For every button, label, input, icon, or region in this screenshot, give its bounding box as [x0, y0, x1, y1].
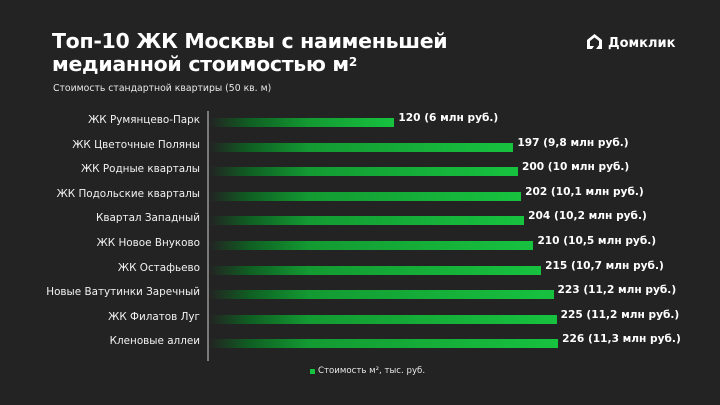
legend-swatch [310, 368, 315, 374]
bar-row: ЖК Подольские кварталы 202 (10,1 млн руб.… [0, 185, 720, 210]
legend-label: Стоимость м², тыс. руб. [318, 366, 426, 376]
bar-row: Кленовые аллеи 226 (11,3 млн руб.) [0, 332, 720, 357]
bar-label: ЖК Румянцево-Парк [88, 114, 200, 126]
bar-label: ЖК Филатов Луг [108, 310, 200, 323]
bar-row: ЖК Румянцево-Парк 120 (6 млн руб.) [0, 111, 720, 136]
bar-value-label: 120 (6 млн руб.) [398, 112, 499, 124]
bar-label: Квартал Западный [96, 212, 200, 225]
bar-value-label: 204 (10,2 млн руб.) [528, 210, 647, 223]
y-axis-line [207, 111, 209, 361]
bar [209, 314, 557, 324]
logo: Домклик [586, 33, 675, 54]
bar-row: Новые Ватутинки Заречный 223 (11,2 млн ру… [0, 283, 720, 308]
bar-label: Новые Ватутинки Заречный [46, 286, 200, 299]
bar [209, 216, 525, 226]
bar-label: ЖК Новое Внуково [96, 237, 200, 249]
bar-value-label: 197 (9,8 млн руб.) [517, 136, 629, 149]
bar-value-label: 223 (11,2 млн руб.) [557, 284, 677, 297]
bar-label: Кленовые аллеи [109, 335, 200, 348]
bar-row: ЖК Новое Внуково 210 (10,5 млн руб.) [0, 234, 720, 259]
bar-row: Квартал Западный 204 (10,2 млн руб.) [0, 209, 720, 234]
bar-row: ЖК Остафьево 215 (10,7 млн руб.) [0, 259, 720, 284]
bar-value-label: 202 (10,1 млн руб.) [525, 185, 644, 198]
bar [209, 241, 534, 250]
bar-value-label: 225 (11,2 млн руб.) [560, 308, 680, 321]
bar [209, 118, 395, 127]
bar-row: ЖК Родные кварталы 200 (10 млн руб.) [0, 160, 720, 185]
bar-value-label: 210 (10,5 млн руб.) [537, 235, 657, 247]
bar-row: ЖК Цветочные Поляны 197 (9,8 млн руб.) [0, 136, 720, 161]
bar [209, 167, 518, 177]
bar-value-label: 226 (11,3 млн руб.) [562, 333, 681, 346]
bar-row: ЖК Филатов Луг 225 (11,2 млн руб.) [0, 308, 720, 333]
bar [209, 265, 542, 275]
bar [209, 339, 559, 349]
bar [209, 191, 522, 201]
bar-label: ЖК Родные кварталы [80, 163, 200, 176]
bar [209, 142, 514, 152]
bar-value-label: 200 (10 млн руб.) [522, 161, 630, 174]
chart-title: Топ-10 ЖК Москвы с наименьшей медианной … [52, 29, 448, 76]
domclick-house-icon [586, 33, 603, 54]
chart-subtitle: Стоимость стандартной квартиры (50 кв. м… [53, 83, 272, 94]
title-line-2: медианной стоимостью м2 [52, 52, 357, 76]
title-line-1: Топ-10 ЖК Москвы с наименьшей [52, 29, 448, 53]
logo-text: Домклик [608, 36, 676, 51]
legend: Стоимость м², тыс. руб. [310, 366, 425, 376]
bar-label: ЖК Остафьево [117, 261, 200, 274]
bar-label: ЖК Цветочные Поляны [72, 138, 200, 151]
bar-label: ЖК Подольские кварталы [56, 187, 200, 200]
bar [209, 290, 554, 300]
bar-value-label: 215 (10,7 млн руб.) [545, 259, 664, 272]
